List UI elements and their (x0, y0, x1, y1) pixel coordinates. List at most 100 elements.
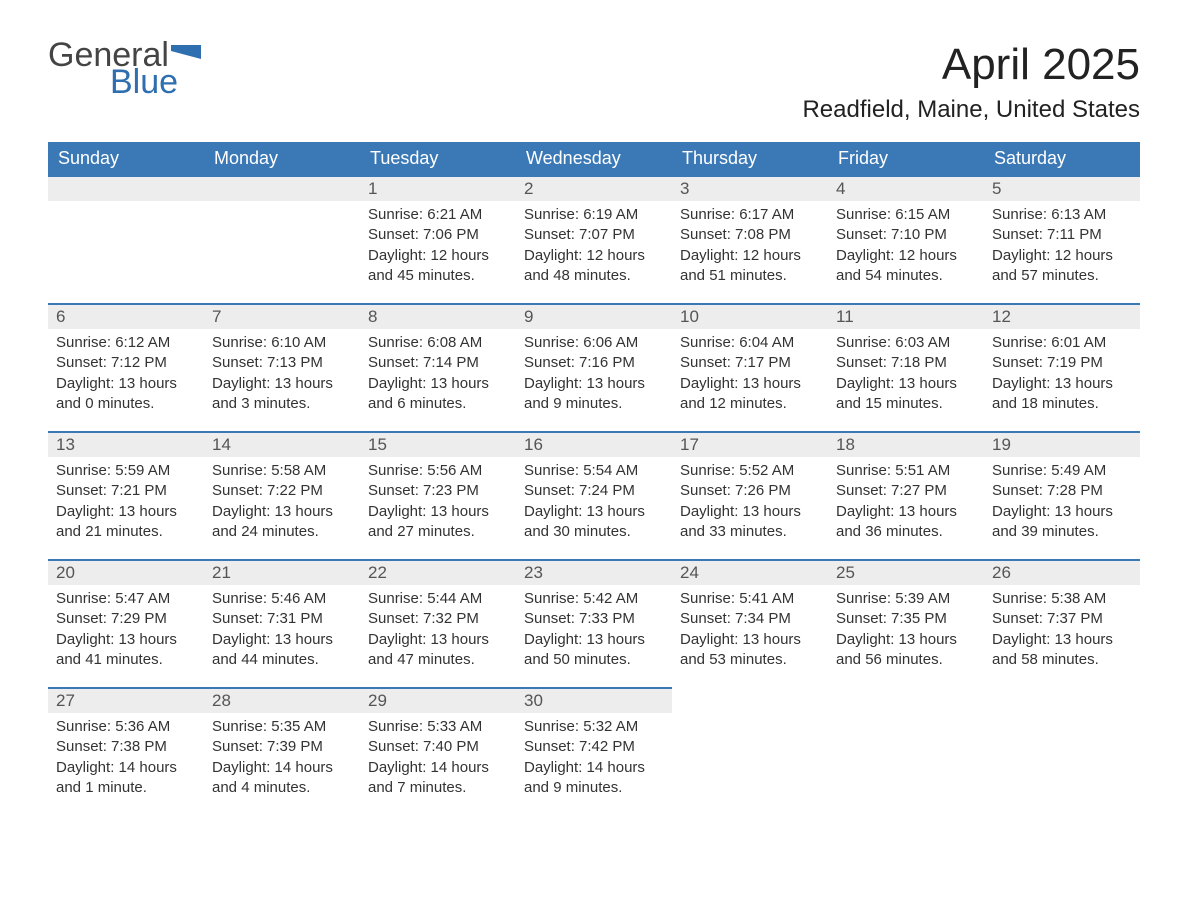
weekday-header: Tuesday (360, 142, 516, 175)
daylight-line: Daylight: 13 hours and 33 minutes. (680, 502, 820, 543)
sunset-line: Sunset: 7:12 PM (56, 353, 196, 373)
calendar-cell: 5Sunrise: 6:13 AMSunset: 7:11 PMDaylight… (984, 175, 1140, 303)
day-wrap: 10Sunrise: 6:04 AMSunset: 7:17 PMDayligh… (672, 303, 828, 424)
sunset-line: Sunset: 7:11 PM (992, 225, 1132, 245)
daylight-line: Daylight: 12 hours and 57 minutes. (992, 246, 1132, 287)
sunset-line: Sunset: 7:38 PM (56, 737, 196, 757)
day-details: Sunrise: 5:59 AMSunset: 7:21 PMDaylight:… (48, 457, 204, 552)
day-wrap: 4Sunrise: 6:15 AMSunset: 7:10 PMDaylight… (828, 175, 984, 296)
day-number: 4 (828, 177, 984, 201)
sunset-line: Sunset: 7:23 PM (368, 481, 508, 501)
daylight-line: Daylight: 14 hours and 9 minutes. (524, 758, 664, 799)
sunrise-line: Sunrise: 6:12 AM (56, 333, 196, 353)
daylight-line: Daylight: 13 hours and 50 minutes. (524, 630, 664, 671)
empty-trailing-cell (828, 687, 984, 815)
day-details: Sunrise: 5:54 AMSunset: 7:24 PMDaylight:… (516, 457, 672, 552)
sunset-line: Sunset: 7:17 PM (680, 353, 820, 373)
day-number: 24 (672, 561, 828, 585)
day-wrap: 8Sunrise: 6:08 AMSunset: 7:14 PMDaylight… (360, 303, 516, 424)
day-wrap: 12Sunrise: 6:01 AMSunset: 7:19 PMDayligh… (984, 303, 1140, 424)
calendar-table: SundayMondayTuesdayWednesdayThursdayFrid… (48, 142, 1140, 815)
day-wrap: 11Sunrise: 6:03 AMSunset: 7:18 PMDayligh… (828, 303, 984, 424)
calendar-week-row: 6Sunrise: 6:12 AMSunset: 7:12 PMDaylight… (48, 303, 1140, 431)
day-wrap: 6Sunrise: 6:12 AMSunset: 7:12 PMDaylight… (48, 303, 204, 424)
day-wrap: 26Sunrise: 5:38 AMSunset: 7:37 PMDayligh… (984, 559, 1140, 680)
day-details: Sunrise: 6:03 AMSunset: 7:18 PMDaylight:… (828, 329, 984, 424)
sunrise-line: Sunrise: 5:36 AM (56, 717, 196, 737)
calendar-cell: 30Sunrise: 5:32 AMSunset: 7:42 PMDayligh… (516, 687, 672, 815)
sunrise-line: Sunrise: 5:47 AM (56, 589, 196, 609)
daylight-line: Daylight: 12 hours and 48 minutes. (524, 246, 664, 287)
day-details: Sunrise: 6:17 AMSunset: 7:08 PMDaylight:… (672, 201, 828, 296)
day-details: Sunrise: 6:04 AMSunset: 7:17 PMDaylight:… (672, 329, 828, 424)
sunrise-line: Sunrise: 5:46 AM (212, 589, 352, 609)
day-number: 7 (204, 305, 360, 329)
calendar-cell: 14Sunrise: 5:58 AMSunset: 7:22 PMDayligh… (204, 431, 360, 559)
sunset-line: Sunset: 7:19 PM (992, 353, 1132, 373)
sunrise-line: Sunrise: 6:01 AM (992, 333, 1132, 353)
day-wrap: 1Sunrise: 6:21 AMSunset: 7:06 PMDaylight… (360, 175, 516, 296)
daylight-line: Daylight: 14 hours and 4 minutes. (212, 758, 352, 799)
calendar-cell: 13Sunrise: 5:59 AMSunset: 7:21 PMDayligh… (48, 431, 204, 559)
daylight-line: Daylight: 13 hours and 21 minutes. (56, 502, 196, 543)
weekday-header: Monday (204, 142, 360, 175)
day-details: Sunrise: 5:46 AMSunset: 7:31 PMDaylight:… (204, 585, 360, 680)
calendar-cell: 17Sunrise: 5:52 AMSunset: 7:26 PMDayligh… (672, 431, 828, 559)
day-wrap: 19Sunrise: 5:49 AMSunset: 7:28 PMDayligh… (984, 431, 1140, 552)
sunrise-line: Sunrise: 6:03 AM (836, 333, 976, 353)
sunset-line: Sunset: 7:40 PM (368, 737, 508, 757)
sunset-line: Sunset: 7:22 PM (212, 481, 352, 501)
day-details: Sunrise: 5:39 AMSunset: 7:35 PMDaylight:… (828, 585, 984, 680)
day-wrap: 9Sunrise: 6:06 AMSunset: 7:16 PMDaylight… (516, 303, 672, 424)
day-wrap: 18Sunrise: 5:51 AMSunset: 7:27 PMDayligh… (828, 431, 984, 552)
day-details: Sunrise: 6:19 AMSunset: 7:07 PMDaylight:… (516, 201, 672, 296)
calendar-cell: 22Sunrise: 5:44 AMSunset: 7:32 PMDayligh… (360, 559, 516, 687)
day-details: Sunrise: 5:51 AMSunset: 7:27 PMDaylight:… (828, 457, 984, 552)
day-number: 8 (360, 305, 516, 329)
daylight-line: Daylight: 12 hours and 51 minutes. (680, 246, 820, 287)
sunrise-line: Sunrise: 6:06 AM (524, 333, 664, 353)
day-wrap: 2Sunrise: 6:19 AMSunset: 7:07 PMDaylight… (516, 175, 672, 296)
daylight-line: Daylight: 13 hours and 3 minutes. (212, 374, 352, 415)
day-number: 23 (516, 561, 672, 585)
day-number: 5 (984, 177, 1140, 201)
daylight-line: Daylight: 13 hours and 24 minutes. (212, 502, 352, 543)
day-wrap: 7Sunrise: 6:10 AMSunset: 7:13 PMDaylight… (204, 303, 360, 424)
sunrise-line: Sunrise: 6:08 AM (368, 333, 508, 353)
calendar-cell: 6Sunrise: 6:12 AMSunset: 7:12 PMDaylight… (48, 303, 204, 431)
sunrise-line: Sunrise: 6:19 AM (524, 205, 664, 225)
calendar-weekday-header: SundayMondayTuesdayWednesdayThursdayFrid… (48, 142, 1140, 175)
day-number: 28 (204, 689, 360, 713)
day-details: Sunrise: 6:15 AMSunset: 7:10 PMDaylight:… (828, 201, 984, 296)
sunset-line: Sunset: 7:34 PM (680, 609, 820, 629)
day-wrap: 15Sunrise: 5:56 AMSunset: 7:23 PMDayligh… (360, 431, 516, 552)
calendar-cell (204, 175, 360, 303)
empty-leading-cell (48, 175, 204, 201)
calendar-cell: 8Sunrise: 6:08 AMSunset: 7:14 PMDaylight… (360, 303, 516, 431)
day-details: Sunrise: 5:38 AMSunset: 7:37 PMDaylight:… (984, 585, 1140, 680)
sunset-line: Sunset: 7:28 PM (992, 481, 1132, 501)
sunrise-line: Sunrise: 6:21 AM (368, 205, 508, 225)
empty-trailing-cell (672, 687, 828, 815)
day-details: Sunrise: 5:52 AMSunset: 7:26 PMDaylight:… (672, 457, 828, 552)
empty-trailing-cell (984, 687, 1140, 815)
day-number: 14 (204, 433, 360, 457)
day-number: 25 (828, 561, 984, 585)
sunset-line: Sunset: 7:06 PM (368, 225, 508, 245)
daylight-line: Daylight: 13 hours and 56 minutes. (836, 630, 976, 671)
day-wrap: 17Sunrise: 5:52 AMSunset: 7:26 PMDayligh… (672, 431, 828, 552)
daylight-line: Daylight: 12 hours and 45 minutes. (368, 246, 508, 287)
calendar-cell: 23Sunrise: 5:42 AMSunset: 7:33 PMDayligh… (516, 559, 672, 687)
day-number: 22 (360, 561, 516, 585)
sunset-line: Sunset: 7:33 PM (524, 609, 664, 629)
day-wrap: 22Sunrise: 5:44 AMSunset: 7:32 PMDayligh… (360, 559, 516, 680)
sunset-line: Sunset: 7:42 PM (524, 737, 664, 757)
day-number: 30 (516, 689, 672, 713)
day-details: Sunrise: 5:35 AMSunset: 7:39 PMDaylight:… (204, 713, 360, 808)
weekday-header: Sunday (48, 142, 204, 175)
daylight-line: Daylight: 13 hours and 18 minutes. (992, 374, 1132, 415)
sunset-line: Sunset: 7:32 PM (368, 609, 508, 629)
sunset-line: Sunset: 7:27 PM (836, 481, 976, 501)
day-number: 15 (360, 433, 516, 457)
day-wrap: 29Sunrise: 5:33 AMSunset: 7:40 PMDayligh… (360, 687, 516, 808)
